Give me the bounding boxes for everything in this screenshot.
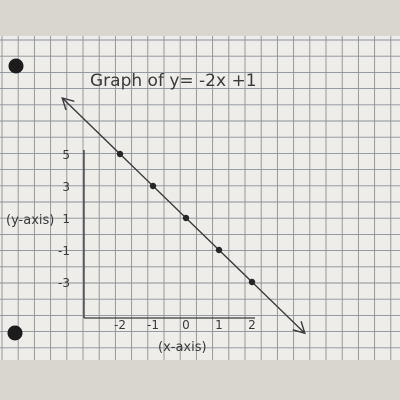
axes <box>83 150 255 319</box>
y-tick-label: 5 <box>62 148 70 162</box>
arrowhead-lower-right <box>292 321 306 335</box>
y-axis-label: (y-axis) <box>6 213 54 228</box>
y-tick-label: 3 <box>62 180 70 194</box>
data-point <box>116 150 124 158</box>
y-tick-label: -1 <box>58 244 70 258</box>
arrowhead-upper-left <box>61 96 75 111</box>
x-axis-label: (x-axis) <box>158 340 207 355</box>
y-tick-label: -3 <box>58 276 70 290</box>
series-line <box>61 97 306 334</box>
data-point <box>149 182 157 190</box>
chart-title: Graph of y= -2x +1 <box>90 71 257 91</box>
binder-hole-bottom <box>7 325 23 341</box>
y-tick-labels: 5 3 1 -1 -3 <box>58 148 70 290</box>
data-point <box>215 246 223 254</box>
grid-lines <box>0 36 400 360</box>
x-tick-label: 0 <box>182 318 190 332</box>
y-tick-label: 1 <box>62 212 70 226</box>
data-point <box>248 278 256 286</box>
x-tick-label: -1 <box>147 318 159 332</box>
series-line-layer <box>61 96 306 335</box>
data-points <box>116 150 256 286</box>
x-tick-label: -2 <box>114 318 126 332</box>
x-tick-label: 2 <box>248 318 256 332</box>
binder-hole-top <box>8 58 24 74</box>
data-point <box>182 214 190 222</box>
x-tick-label: 1 <box>215 318 223 332</box>
x-tick-labels: -2 -1 0 1 2 <box>114 318 256 332</box>
